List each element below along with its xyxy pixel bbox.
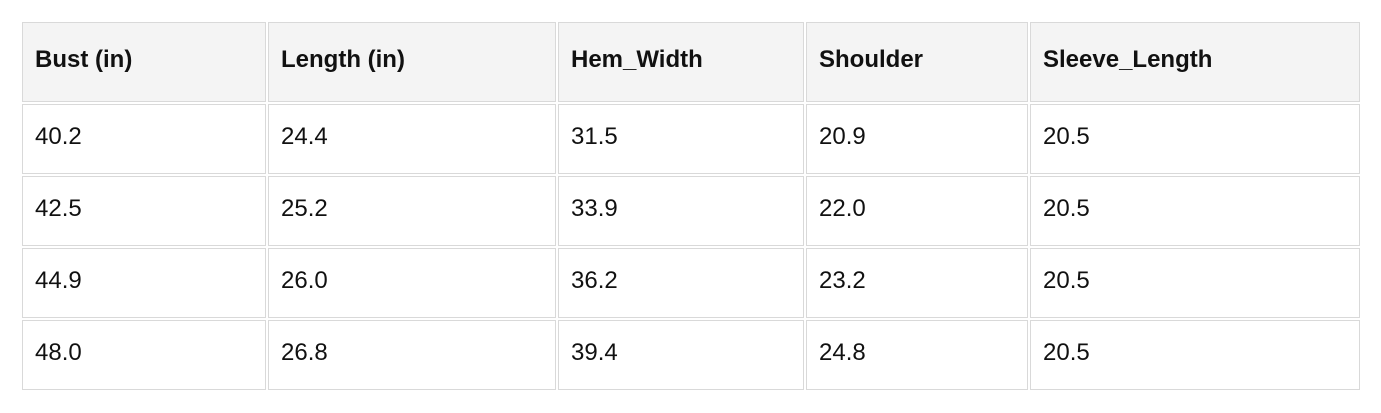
column-header-sleeve-length: Sleeve_Length [1030,22,1360,102]
table-row: 44.9 26.0 36.2 23.2 20.5 [22,248,1360,318]
table-cell: 33.9 [558,176,804,246]
table-cell: 26.0 [268,248,556,318]
table-cell: 36.2 [558,248,804,318]
column-header-bust: Bust (in) [22,22,266,102]
table-cell: 42.5 [22,176,266,246]
size-chart-table: Bust (in) Length (in) Hem_Width Shoulder… [20,20,1362,392]
table-cell: 40.2 [22,104,266,174]
table-cell: 23.2 [806,248,1028,318]
table-cell: 24.4 [268,104,556,174]
table-cell: 44.9 [22,248,266,318]
table-cell: 48.0 [22,320,266,390]
table-cell: 20.5 [1030,248,1360,318]
table-cell: 31.5 [558,104,804,174]
column-header-length: Length (in) [268,22,556,102]
table-cell: 20.5 [1030,176,1360,246]
table-header-row: Bust (in) Length (in) Hem_Width Shoulder… [22,22,1360,102]
table-cell: 24.8 [806,320,1028,390]
table-cell: 20.9 [806,104,1028,174]
table-cell: 22.0 [806,176,1028,246]
table-row: 48.0 26.8 39.4 24.8 20.5 [22,320,1360,390]
table-cell: 25.2 [268,176,556,246]
table-cell: 20.5 [1030,104,1360,174]
table-row: 40.2 24.4 31.5 20.9 20.5 [22,104,1360,174]
table-cell: 26.8 [268,320,556,390]
table-row: 42.5 25.2 33.9 22.0 20.5 [22,176,1360,246]
table-cell: 39.4 [558,320,804,390]
table-cell: 20.5 [1030,320,1360,390]
column-header-hem-width: Hem_Width [558,22,804,102]
column-header-shoulder: Shoulder [806,22,1028,102]
